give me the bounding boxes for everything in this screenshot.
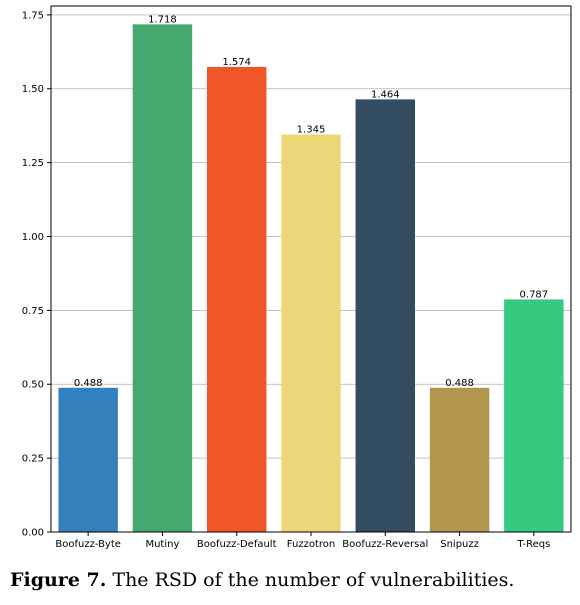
- y-tick-label: 1.50: [22, 84, 44, 95]
- bar-boofuzz-byte: [58, 387, 118, 532]
- bar-boofuzz-default: [207, 66, 267, 533]
- data-label: 0.787: [520, 289, 549, 300]
- x-axis-ticks: Boofuzz-Byte Mutiny Boofuzz-Default Fuzzotr…: [55, 532, 550, 550]
- bar-boofuzz-reversal: [355, 99, 415, 533]
- x-tick-label: Boofuzz-Byte: [55, 539, 121, 550]
- y-tick-label: 0.25: [22, 454, 44, 465]
- data-label: 1.345: [297, 125, 326, 136]
- data-labels: 0.488 1.718 1.574 1.345 1.464 0.488 0.787: [74, 14, 548, 388]
- x-tick-label: T-Reqs: [516, 539, 550, 550]
- x-tick-label: Fuzzotron: [287, 539, 335, 550]
- rsd-bar-chart: 0.488 1.718 1.574 1.345 1.464 0.488 0.787 0.00…: [22, 5, 572, 550]
- bar-mutiny: [132, 24, 193, 532]
- x-tick-label: Snipuzz: [440, 539, 479, 550]
- plot-frame: [50, 5, 572, 533]
- x-tick-label: Boofuzz-Default: [197, 539, 277, 550]
- figure-caption-label: Figure 7.: [10, 569, 107, 591]
- x-tick-label: Mutiny: [145, 539, 179, 550]
- y-tick-label: 0.00: [22, 528, 44, 539]
- data-label: 1.574: [222, 57, 251, 68]
- y-tick-label: 0.75: [22, 306, 44, 317]
- x-tick-label: Boofuzz-Reversal: [342, 539, 428, 550]
- y-tick-label: 1.00: [22, 232, 44, 243]
- y-tick-label: 1.75: [22, 10, 44, 21]
- bars: [58, 24, 564, 533]
- y-tick-label: 1.25: [22, 158, 44, 169]
- figure-caption-text: The RSD of the number of vulnerabilities…: [106, 569, 515, 591]
- figure-caption: Figure 7. The RSD of the number of vulne…: [10, 569, 514, 591]
- bar-t-reqs: [504, 299, 564, 532]
- data-label: 1.464: [371, 89, 400, 100]
- y-axis-ticks: 0.00 0.25 0.50 0.75 1.00 1.25 1.50 1.75: [22, 10, 51, 539]
- data-label: 0.488: [445, 378, 474, 389]
- data-label: 0.488: [74, 378, 103, 389]
- bar-fuzzotron: [281, 134, 341, 533]
- y-tick-label: 0.50: [22, 380, 44, 391]
- data-label: 1.718: [148, 14, 177, 25]
- bar-snipuzz: [429, 387, 490, 532]
